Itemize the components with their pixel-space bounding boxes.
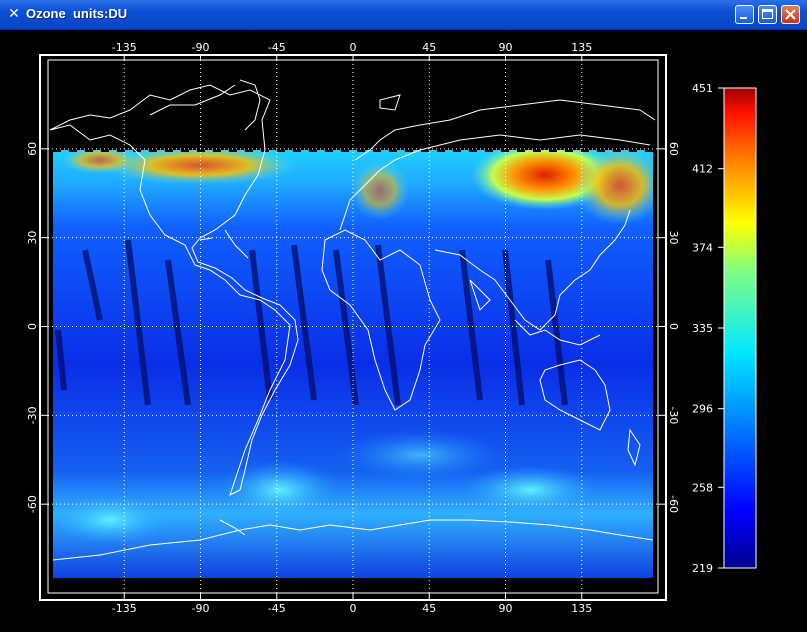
y-ticks-left: 60 30 0 -30 -60 — [26, 142, 48, 513]
y-tick-label-right: 0 — [667, 323, 680, 330]
grid-lines — [48, 60, 658, 593]
window-title: Ozone units:DU — [26, 6, 128, 21]
colorbar-tick-label: 219 — [692, 562, 713, 575]
colorbar-tick-label: 451 — [692, 82, 713, 95]
x-tick-label-top: 135 — [571, 41, 592, 54]
x-tick-label-top: 0 — [350, 41, 357, 54]
y-tick-label-right: -60 — [667, 495, 680, 513]
maximize-icon — [762, 9, 773, 19]
x-tick-label-bottom: -90 — [192, 602, 210, 615]
x-tick-label-top: -45 — [268, 41, 286, 54]
x-tick-label-top: -90 — [192, 41, 210, 54]
maximize-button[interactable] — [758, 5, 777, 24]
y-ticks-right: 60 30 0 -30 -60 — [658, 142, 680, 513]
colorbar-tick-label: 412 — [692, 163, 713, 176]
y-tick-label-left: -60 — [26, 495, 39, 513]
x-ticks-top: -135 -90 -45 0 45 90 135 — [112, 41, 592, 61]
y-tick-label-left: 60 — [26, 142, 39, 156]
x-ticks-bottom: -135 -90 -45 0 45 90 135 — [112, 593, 592, 615]
colorbar-tick-label: 258 — [692, 481, 713, 494]
colorbar-tick-label: 374 — [692, 241, 713, 254]
y-tick-label-right: 60 — [667, 142, 680, 156]
close-button[interactable] — [781, 5, 800, 24]
colorbar-tick-label: 335 — [692, 322, 713, 335]
x-tick-label-bottom: 90 — [499, 602, 513, 615]
x-tick-label-bottom: -45 — [268, 602, 286, 615]
y-tick-label-right: -30 — [667, 406, 680, 424]
x-tick-label-bottom: 0 — [350, 602, 357, 615]
y-tick-label-left: 30 — [26, 231, 39, 245]
x-icon[interactable]: ✕ — [8, 6, 20, 22]
y-tick-label-left: 0 — [26, 323, 39, 330]
x-tick-label-bottom: 45 — [422, 602, 436, 615]
coastlines — [49, 79, 656, 561]
close-icon — [785, 9, 796, 20]
y-tick-label-left: -30 — [26, 406, 39, 424]
x-tick-label-top: 45 — [422, 41, 436, 54]
minimize-button[interactable] — [735, 5, 754, 24]
colorbar-tick-label: 296 — [692, 403, 713, 416]
y-tick-label-right: 30 — [667, 231, 680, 245]
x-tick-label-top: 90 — [499, 41, 513, 54]
minimize-icon — [740, 17, 747, 19]
title-bar[interactable]: ✕ Ozone units:DU — [0, 0, 807, 30]
x-tick-label-bottom: -135 — [112, 602, 137, 615]
ozone-map-plot: -135 -90 -45 0 45 90 135 -135 -90 -45 0 45 90 135 60… — [26, 41, 757, 615]
colorbar-ticks: 451 412 374 335 296 258 219 — [692, 82, 724, 575]
x-tick-label-bottom: 135 — [571, 602, 592, 615]
colorbar — [723, 87, 757, 569]
ozone-field — [53, 150, 653, 578]
x-tick-label-top: -135 — [112, 41, 137, 54]
